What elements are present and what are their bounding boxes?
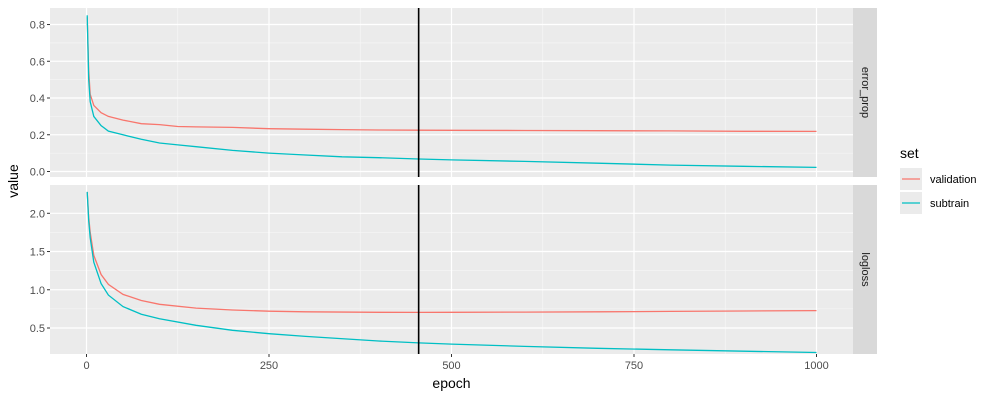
y-tick-label: 1.0 — [30, 285, 45, 297]
facet-strip — [853, 8, 877, 177]
series-line-validation — [86, 191, 817, 314]
facet-strip-label: error_prop — [859, 67, 871, 118]
y-tick-label: 0.6 — [30, 56, 45, 68]
facet-strip — [853, 185, 877, 354]
series-line-subtrain — [86, 15, 817, 169]
y-tick-label: 2.0 — [30, 208, 45, 220]
x-tick-label: 1000 — [804, 360, 828, 372]
legend-title: set — [900, 145, 919, 161]
y-tick-label: 0.2 — [30, 130, 45, 142]
facet-strip-label: logloss — [859, 252, 871, 287]
y-tick-label: 0.4 — [30, 93, 45, 105]
x-axis-title: epoch — [432, 375, 470, 391]
x-tick-label: 250 — [260, 360, 278, 372]
x-tick-label: 500 — [442, 360, 460, 372]
y-tick-label: 1.5 — [30, 247, 45, 259]
x-tick-label: 750 — [625, 360, 643, 372]
legend-label-subtrain: subtrain — [930, 198, 969, 210]
legend-label-validation: validation — [930, 174, 976, 186]
series-line-subtrain — [86, 191, 817, 354]
y-axis-title: value — [5, 164, 21, 198]
y-tick-label: 0.0 — [30, 166, 45, 178]
x-tick-label: 0 — [83, 360, 89, 372]
y-tick-label: 0.8 — [30, 20, 45, 32]
y-tick-label: 0.5 — [30, 323, 45, 335]
series-line-validation — [86, 17, 817, 133]
